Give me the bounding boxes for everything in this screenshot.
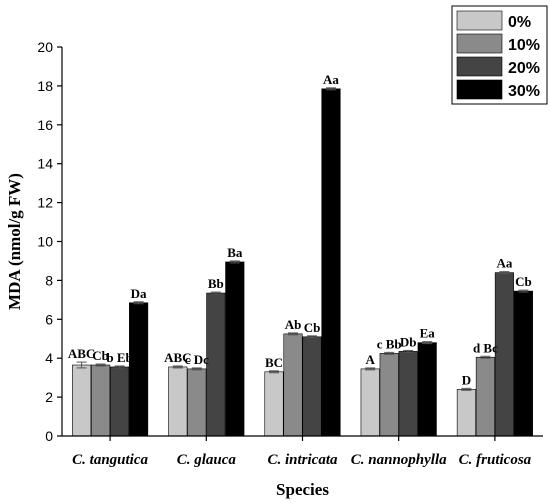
legend-label: 30% [508, 83, 540, 100]
x-tick-label: C. nannophylla [351, 452, 447, 468]
bar-letter-label: Bb [208, 276, 224, 291]
y-tick-label: 10 [37, 234, 53, 250]
legend-swatch [456, 10, 503, 31]
bar [206, 292, 226, 437]
y-tick-label: 6 [45, 311, 53, 327]
bar-letter-label: Da [131, 286, 147, 301]
bar [91, 364, 111, 437]
y-tick-label: 20 [37, 39, 53, 55]
legend-label: 0% [508, 14, 531, 31]
x-tick-label: C. glauca [177, 452, 237, 468]
bar-letter-label: Ea [420, 326, 436, 341]
legend: 0% 10% 20% 30% [451, 5, 548, 105]
y-tick-label: 18 [37, 78, 53, 94]
bar [379, 353, 399, 437]
bar-letter-label: ABC [68, 346, 95, 361]
legend-label: 10% [508, 37, 540, 54]
bar [513, 290, 533, 437]
x-tick-label: C. tangutica [72, 452, 148, 468]
bar [456, 389, 476, 437]
y-tick-label: 16 [37, 117, 53, 133]
bar [110, 366, 130, 437]
axes-layer: 0 2 4 6 8 10 12 14 16 18 20 C. tangutica C. glauca C.… [37, 39, 543, 468]
bar-letter-label: Ba [227, 245, 243, 260]
bar [264, 371, 284, 437]
bar-labels-layer: ABC ABC BC A D Cb c Dc Ab c Bb d Bc b Eb Bb Cb Db Aa Da… [68, 72, 532, 388]
y-tick-label: 0 [45, 428, 53, 444]
bar [475, 356, 495, 437]
bar-letter-label: c Bb [377, 336, 402, 351]
bar-letter-label: Ab [285, 317, 302, 332]
bar [72, 364, 92, 437]
y-axis-title: MDA (nmol/g FW) [5, 173, 24, 310]
bar-letter-label: Cb [92, 348, 109, 363]
y-tick-label: 2 [45, 389, 53, 405]
bar-letter-label: Db [400, 334, 417, 349]
bar-letter-label: Cb [304, 320, 321, 335]
bar [129, 302, 149, 437]
bar-letter-label: b Eb [106, 350, 132, 365]
legend-swatch [456, 33, 503, 54]
bar-letter-label: D [462, 372, 471, 387]
bars-layer [72, 87, 533, 437]
bar-letter-label: BC [265, 355, 283, 370]
bar [283, 333, 303, 437]
bar [168, 366, 188, 437]
bar [225, 261, 245, 437]
bar-letter-label: ABC [164, 350, 191, 365]
x-tick-label: C. fruticosa [459, 452, 532, 468]
y-tick-label: 12 [37, 195, 53, 211]
y-tick-label: 14 [37, 156, 53, 172]
bar-letter-label: Aa [323, 72, 339, 87]
legend-label: 20% [508, 60, 540, 77]
bar [398, 351, 418, 437]
y-tick-label: 8 [45, 272, 53, 288]
bar [321, 88, 341, 437]
bar-letter-label: A [366, 352, 376, 367]
bar [187, 368, 207, 437]
x-tick-label: C. intricata [267, 452, 338, 468]
bar [417, 342, 437, 437]
bar-letter-label: Aa [496, 256, 512, 271]
bar [360, 368, 380, 437]
bar-letter-label: Cb [515, 274, 532, 289]
legend-swatch [456, 79, 503, 100]
bar-letter-label: d Bc [473, 340, 498, 355]
bar-letter-label: c Dc [185, 352, 209, 367]
legend-swatch [456, 56, 503, 77]
bar [302, 336, 322, 437]
bar [494, 272, 514, 437]
y-tick-label: 4 [45, 350, 53, 366]
x-axis-title: Species [276, 480, 329, 499]
